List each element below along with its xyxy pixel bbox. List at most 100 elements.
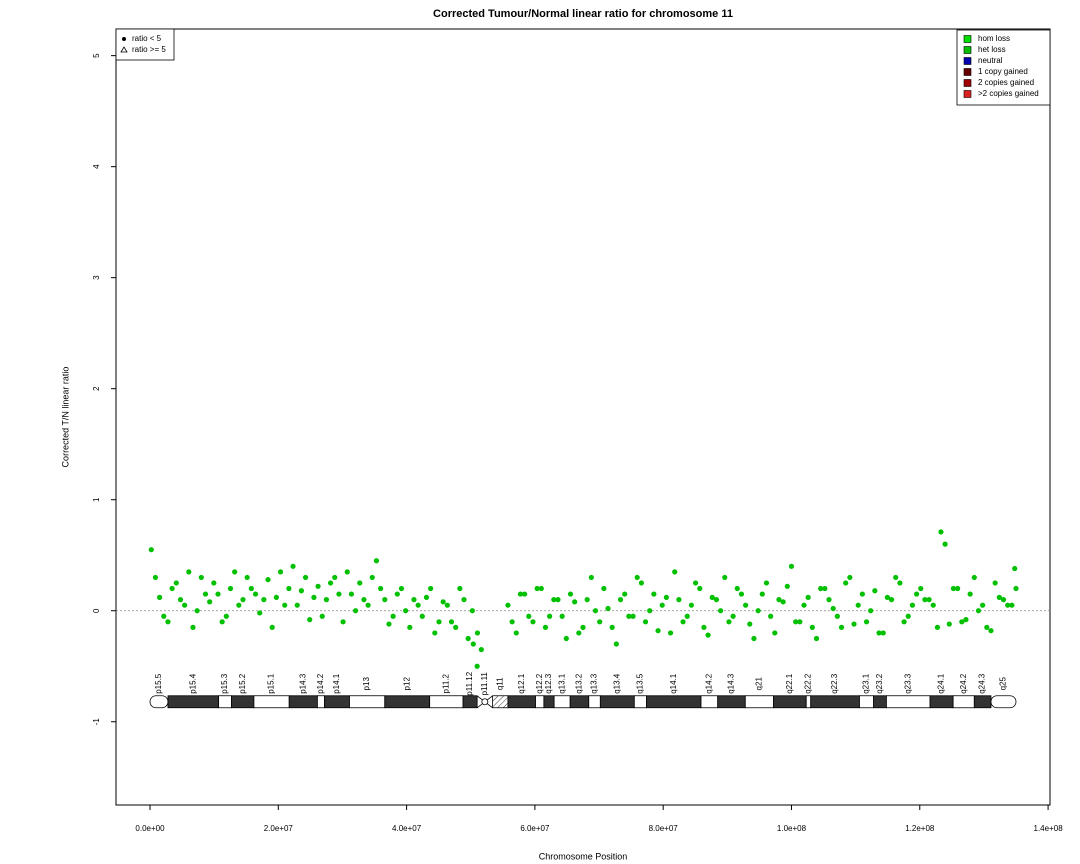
data-point bbox=[692, 580, 699, 586]
x-tick-label: 8.0e+07 bbox=[649, 824, 679, 833]
legend-label: ratio >= 5 bbox=[132, 45, 166, 54]
data-point bbox=[538, 585, 544, 592]
data-point bbox=[630, 613, 636, 619]
legend-swatch bbox=[963, 90, 972, 98]
data-point bbox=[963, 617, 969, 623]
data-point bbox=[444, 602, 450, 608]
data-point bbox=[555, 597, 561, 603]
data-point bbox=[805, 594, 811, 601]
band-label: q22.2 bbox=[804, 673, 813, 694]
band-label: q13.1 bbox=[557, 673, 566, 694]
data-point bbox=[955, 585, 961, 592]
data-point bbox=[751, 635, 757, 642]
y-tick-label: 1 bbox=[92, 497, 101, 502]
data-point bbox=[768, 613, 774, 619]
data-point bbox=[227, 585, 234, 592]
data-point bbox=[863, 619, 870, 625]
data-point bbox=[522, 591, 528, 597]
data-point bbox=[219, 619, 225, 625]
data-point bbox=[975, 608, 982, 614]
data-point bbox=[432, 630, 438, 636]
data-point bbox=[709, 594, 715, 601]
data-point bbox=[182, 602, 188, 608]
band-label: q24.1 bbox=[937, 673, 946, 694]
ideogram-band bbox=[288, 695, 318, 709]
ideogram-band bbox=[633, 695, 647, 709]
data-point bbox=[302, 574, 309, 581]
data-point bbox=[776, 597, 782, 603]
data-point bbox=[580, 624, 586, 630]
data-point bbox=[365, 602, 371, 608]
data-point bbox=[959, 619, 965, 625]
data-point bbox=[893, 574, 899, 581]
data-point bbox=[361, 597, 367, 603]
data-point bbox=[809, 624, 815, 630]
data-point bbox=[357, 580, 363, 586]
data-point bbox=[465, 635, 471, 642]
ideogram-band bbox=[859, 695, 874, 709]
data-point bbox=[826, 597, 832, 603]
data-point bbox=[1012, 565, 1018, 572]
ideogram-band bbox=[700, 695, 719, 709]
data-point bbox=[851, 621, 857, 627]
data-point bbox=[177, 597, 184, 603]
data-point bbox=[290, 563, 296, 569]
data-point bbox=[743, 602, 749, 608]
data-point bbox=[207, 599, 213, 605]
band-label: q13.5 bbox=[636, 673, 645, 694]
data-point bbox=[252, 591, 259, 597]
data-point bbox=[913, 591, 920, 597]
data-point bbox=[307, 617, 313, 623]
y-tick-label: 4 bbox=[92, 164, 101, 169]
data-point bbox=[634, 574, 640, 581]
ideogram-band bbox=[810, 695, 860, 709]
data-point bbox=[592, 608, 599, 614]
data-point bbox=[236, 602, 242, 608]
ideogram-band bbox=[429, 695, 464, 709]
y-axis-label: Corrected T/N linear ratio bbox=[60, 367, 70, 468]
data-point bbox=[261, 597, 267, 603]
data-point bbox=[1009, 602, 1015, 608]
shape-legend-box bbox=[115, 28, 175, 61]
data-point bbox=[888, 597, 895, 603]
ideogram-band bbox=[553, 695, 571, 709]
data-point bbox=[157, 594, 163, 601]
data-point bbox=[971, 574, 977, 581]
data-point bbox=[572, 599, 578, 605]
data-point bbox=[505, 602, 511, 608]
data-point bbox=[918, 585, 924, 592]
data-point bbox=[469, 608, 475, 614]
data-point bbox=[517, 591, 524, 597]
data-point bbox=[584, 597, 590, 603]
ideogram-band bbox=[744, 695, 774, 709]
band-label: q23.2 bbox=[875, 673, 884, 694]
band-label: q13.3 bbox=[590, 673, 599, 694]
data-point bbox=[651, 591, 657, 597]
data-point bbox=[411, 597, 417, 603]
legend-label: hom loss bbox=[978, 34, 1010, 43]
band-label: q12.1 bbox=[517, 673, 526, 694]
data-point bbox=[588, 574, 594, 581]
data-point bbox=[415, 602, 421, 608]
band-label: p15.5 bbox=[154, 673, 163, 694]
data-point bbox=[988, 628, 994, 634]
data-point bbox=[680, 619, 686, 625]
legend-label: 1 copy gained bbox=[978, 67, 1028, 76]
data-point bbox=[734, 585, 740, 592]
plot-frame bbox=[115, 28, 1051, 806]
band-label: p11.12 bbox=[465, 671, 474, 695]
data-point bbox=[722, 574, 728, 581]
data-point bbox=[676, 597, 682, 603]
y-tick-label: 0 bbox=[92, 608, 101, 613]
data-point bbox=[223, 613, 229, 619]
data-point bbox=[609, 624, 615, 630]
data-point bbox=[282, 602, 288, 608]
centromere-dot bbox=[481, 698, 489, 706]
data-point bbox=[672, 569, 678, 575]
y-tick-label: 5 bbox=[92, 53, 101, 58]
band-label: q22.3 bbox=[830, 673, 839, 694]
data-point bbox=[478, 646, 484, 653]
ideogram-band bbox=[973, 695, 992, 709]
ideogram-band bbox=[324, 695, 350, 709]
data-point bbox=[394, 591, 400, 597]
